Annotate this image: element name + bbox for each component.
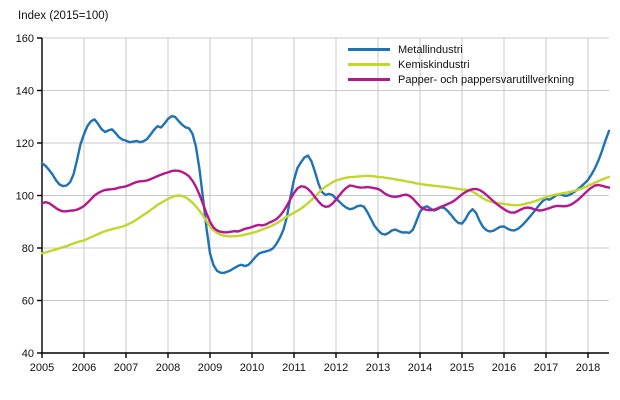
legend: Metallindustri Kemiskindustri Papper- oc… — [348, 42, 574, 87]
chart-title: Index (2015=100) — [18, 10, 109, 22]
svg-text:2016: 2016 — [492, 362, 516, 374]
svg-text:120: 120 — [16, 138, 34, 150]
svg-text:2007: 2007 — [114, 362, 138, 374]
legend-item-papper: Papper- och pappersvarutillverkning — [348, 72, 574, 87]
svg-text:2012: 2012 — [324, 362, 348, 374]
svg-text:2014: 2014 — [408, 362, 432, 374]
svg-text:2005: 2005 — [30, 362, 54, 374]
legend-line-papper-icon — [348, 78, 390, 81]
legend-item-metallindustri: Metallindustri — [348, 42, 574, 57]
svg-text:60: 60 — [22, 296, 34, 308]
legend-line-kemiskindustri-icon — [348, 63, 390, 66]
svg-text:2011: 2011 — [282, 362, 306, 374]
legend-label-papper: Papper- och pappersvarutillverkning — [398, 73, 575, 86]
svg-text:160: 160 — [16, 33, 34, 45]
legend-label-kemiskindustri: Kemiskindustri — [398, 58, 470, 71]
legend-item-kemiskindustri: Kemiskindustri — [348, 57, 574, 72]
legend-label-metallindustri: Metallindustri — [398, 43, 463, 56]
legend-line-metallindustri-icon — [348, 48, 390, 51]
svg-text:2013: 2013 — [366, 362, 390, 374]
svg-text:2010: 2010 — [240, 362, 264, 374]
svg-text:2015: 2015 — [450, 362, 474, 374]
svg-text:2006: 2006 — [72, 362, 96, 374]
svg-text:2009: 2009 — [198, 362, 222, 374]
svg-text:40: 40 — [22, 348, 34, 360]
svg-text:100: 100 — [16, 191, 34, 203]
svg-text:2017: 2017 — [534, 362, 558, 374]
svg-text:2018: 2018 — [576, 362, 600, 374]
svg-text:140: 140 — [16, 86, 34, 98]
svg-text:2008: 2008 — [156, 362, 180, 374]
svg-text:80: 80 — [22, 243, 34, 255]
